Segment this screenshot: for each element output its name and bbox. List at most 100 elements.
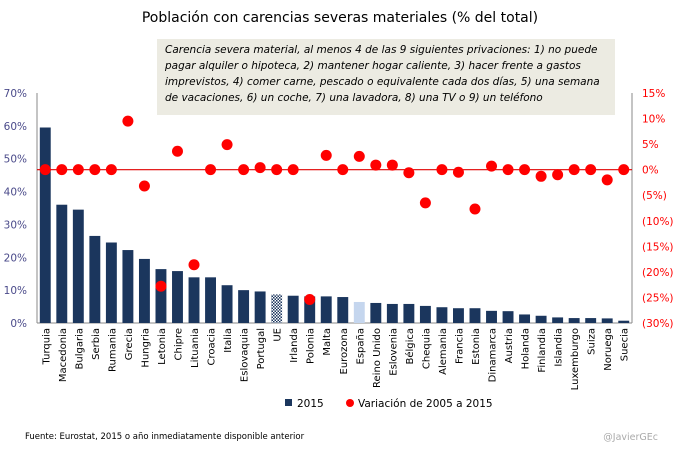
dot-Chequia [419,197,431,209]
left-tick-label: 30% [4,219,27,231]
dot-Macedonia [56,164,68,176]
dot-Polonia [304,293,316,305]
source-text: Fuente: Eurostat, 2015 o año inmediatame… [25,432,305,442]
dot-Reino Unido [370,159,382,171]
x-tick-label: Macedonia [58,328,69,382]
x-tick-label: Suiza [587,328,598,355]
right-tick-label: 15% [642,88,665,100]
bar-Austria [502,311,514,323]
x-tick-label: Dinamarca [488,328,499,382]
bar-Portugal [254,291,266,323]
bar-Letonia [155,269,167,323]
dot-Rumania [105,164,117,176]
bar-Eslovaquia [238,290,250,323]
dot-Estonia [469,203,481,215]
x-tick-label: Bulgaria [74,328,85,369]
x-tick-label: Eslovaquia [240,328,251,382]
bar-Lituania [188,277,200,323]
bar-España [353,301,365,323]
x-tick-label: Polonia [306,328,317,364]
credit-text: @JavierGEc [603,432,658,443]
x-tick-label: Chipre [173,328,184,361]
x-tick-label: Italia [223,328,234,353]
dot-Lituania [188,259,200,271]
legend-label-bars: 2015 [297,398,324,410]
left-tick-label: 50% [4,154,27,166]
x-tick-label: Turquia [41,328,52,365]
x-tick-label: Hungria [140,328,151,368]
x-tick-label: Serbia [91,328,102,360]
bar-Eurozona [337,297,349,323]
left-tick-label: 70% [4,88,27,100]
right-tick-label: (25%) [642,292,674,304]
bar-Turquia [39,127,51,323]
dot-Eslovenia [386,159,398,171]
bar-Suecia [618,320,630,323]
bar-Eslovenia [386,303,398,323]
bar-Serbia [89,235,101,323]
left-tick-label: 40% [4,187,27,199]
bar-Chequia [419,305,431,323]
x-tick-label: Portugal [256,328,267,369]
bar-UE [271,294,283,323]
right-tick-label: (10%) [642,216,674,228]
x-tick-label: Noruega [603,328,614,371]
x-tick-label: Suecia [620,328,631,361]
x-tick-label: Eslovenia [388,328,399,376]
legend-swatch-bars [285,399,292,406]
dot-Eurozona [337,164,349,176]
bar-Estonia [469,308,481,323]
x-tick-label: Luxemburgo [570,328,581,390]
x-tick-label: Rumania [107,328,118,372]
right-tick-label: (20%) [642,267,674,279]
x-tick-label: Austria [504,328,515,363]
dot-Grecia [122,115,134,127]
legend-swatch-dots [346,399,354,407]
x-tick-label: Eurozona [339,328,350,375]
dot-Italia [221,139,233,151]
right-tick-label: 10% [642,114,665,126]
legend-label-dots: Variación de 2005 a 2015 [358,398,493,410]
bar-Holanda [519,314,531,323]
dot-Chipre [171,145,183,157]
x-tick-label: España [355,328,366,364]
dot-Suecia [618,164,630,176]
bar-Suiza [585,318,597,323]
left-tick-label: 0% [10,318,27,330]
x-tick-label: Islandia [554,328,565,367]
x-tick-label: Bélgica [404,328,416,365]
x-tick-label: Irlanda [289,328,300,363]
bar-Malta [320,296,332,323]
dot-Croacia [205,164,217,176]
bar-Bélgica [403,303,415,323]
dot-Eslovaquia [238,164,250,176]
left-tick-label: 20% [4,252,27,264]
bar-Chipre [172,271,183,323]
bar-Noruega [601,318,613,323]
bar-Dinamarca [486,310,497,323]
dot-Holanda [519,164,531,176]
dot-Irlanda [287,164,299,176]
dot-Luxemburgo [568,164,580,176]
x-tick-label: Francia [454,328,465,364]
dot-Finlandia [535,170,547,182]
bar-Macedonia [56,204,68,323]
bar-Grecia [122,250,134,323]
dot-Austria [502,164,514,176]
dot-Francia [452,166,464,178]
left-tick-label: 60% [4,121,27,133]
bar-Hungria [138,258,150,323]
dot-Bélgica [403,167,415,179]
dot-Noruega [601,174,613,186]
dot-Malta [320,149,332,161]
bar-Finlandia [535,315,547,323]
bar-Luxemburgo [568,318,580,323]
x-tick-label: UE [273,328,284,342]
dot-Portugal [254,162,266,174]
dot-Turquia [39,164,51,176]
bar-Alemania [436,307,448,323]
dot-Islandia [552,169,564,181]
dot-Dinamarca [486,160,498,172]
dot-Serbia [89,164,101,176]
